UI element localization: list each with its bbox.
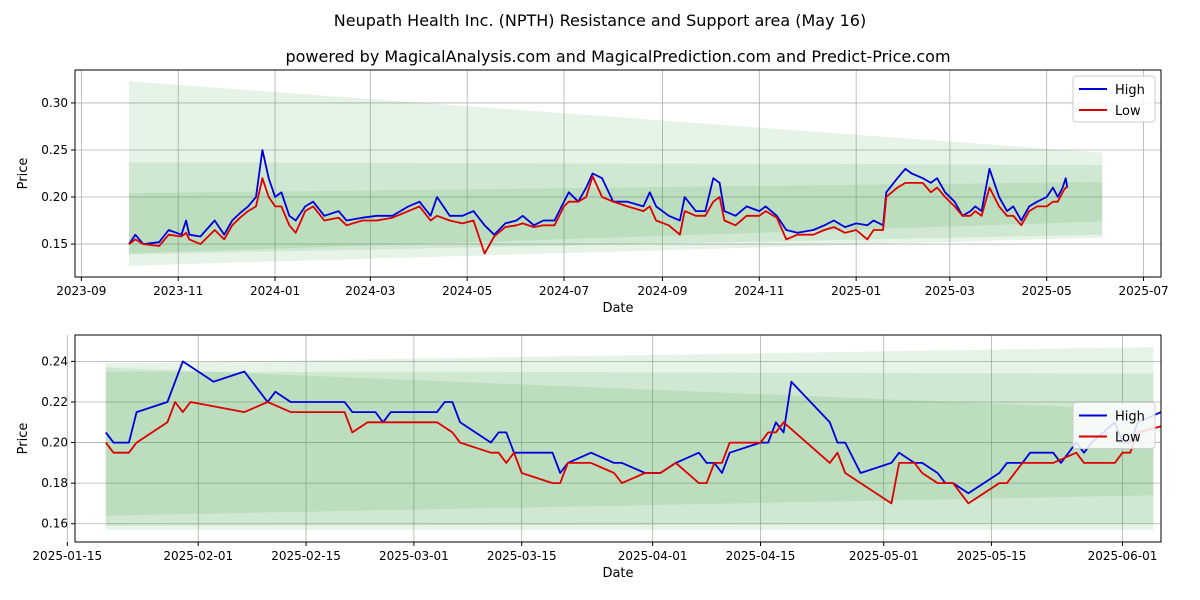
- x-tick-label: 2024-01: [250, 284, 300, 298]
- y-axis-label: Price: [16, 158, 31, 190]
- series-line-high: [128, 149, 1069, 245]
- x-tick-label: 2025-03-01: [379, 549, 449, 563]
- y-tick-label: 0.30: [41, 96, 68, 110]
- x-tick-label: 2024-11: [734, 284, 784, 298]
- support-resistance-band: [128, 181, 1103, 254]
- series-line-low: [128, 175, 1068, 255]
- x-tick-label: 2025-04-01: [618, 549, 688, 563]
- x-tick-label: 2023-09: [56, 284, 106, 298]
- y-axis-label: Price: [16, 423, 31, 455]
- y-tick-label: 0.15: [41, 237, 68, 251]
- chart-title: Neupath Health Inc. (NPTH) Resistance an…: [334, 11, 866, 30]
- plot-frame: [74, 69, 1162, 278]
- y-tick-label: 0.22: [41, 395, 68, 409]
- x-tick-label: 2024-05: [442, 284, 492, 298]
- plot-area: [105, 347, 1161, 530]
- x-tick-label: 2025-07: [1118, 284, 1168, 298]
- x-tick-label: 2025-06-01: [1088, 549, 1158, 563]
- legend-label-high: High: [1115, 83, 1145, 98]
- upper-chart-panel: 2023-09 2023-11 2024-01 2024-03 2024-05 2024-…: [16, 69, 1169, 316]
- plot-frame: [74, 334, 1162, 543]
- plot-area: [128, 81, 1103, 266]
- support-resistance-band: [105, 347, 1154, 530]
- x-tick-label: 2024-03: [345, 284, 395, 298]
- x-tick-label: 2025-03: [925, 284, 975, 298]
- legend: High Low: [1072, 402, 1156, 449]
- series-line-low: [105, 401, 1161, 505]
- lower-chart-panel: 2025-01-15 2025-02-01 2025-02-15 2025-03-01…: [16, 334, 1162, 581]
- legend-label-high: High: [1115, 410, 1145, 425]
- x-tick-label: 2025-01: [831, 284, 881, 298]
- support-resistance-band: [105, 367, 1154, 516]
- legend-label-low: Low: [1115, 104, 1141, 119]
- legend: High Low: [1072, 75, 1156, 123]
- x-axis-label: Date: [602, 301, 633, 316]
- chart-subtitle: powered by MagicalAnalysis.com and Magic…: [285, 47, 950, 66]
- x-tick-label: 2023-11: [153, 284, 203, 298]
- legend-label-low: Low: [1115, 431, 1141, 446]
- x-tick-label: 2025-03-15: [487, 549, 557, 563]
- x-tick-label: 2024-09: [637, 284, 687, 298]
- x-tick-label: 2025-02-15: [271, 549, 341, 563]
- series-line-high: [105, 360, 1161, 495]
- x-tick-label: 2025-05-01: [849, 549, 919, 563]
- support-resistance-band: [105, 371, 1154, 526]
- x-tick-label: 2025-05: [1022, 284, 1072, 298]
- x-tick-label: 2024-07: [539, 284, 589, 298]
- x-tick-label: 2025-01-15: [32, 549, 102, 563]
- x-tick-label: 2025-05-15: [957, 549, 1027, 563]
- y-tick-label: 0.20: [41, 190, 68, 204]
- x-axis-label: Date: [602, 566, 633, 581]
- x-tick-label: 2025-04-15: [726, 549, 796, 563]
- y-tick-label: 0.25: [41, 143, 68, 157]
- y-tick-label: 0.24: [41, 354, 68, 368]
- x-tick-label: 2025-02-01: [163, 549, 233, 563]
- y-tick-label: 0.18: [41, 476, 68, 490]
- y-tick-label: 0.16: [41, 517, 68, 531]
- y-tick-label: 0.20: [41, 436, 68, 450]
